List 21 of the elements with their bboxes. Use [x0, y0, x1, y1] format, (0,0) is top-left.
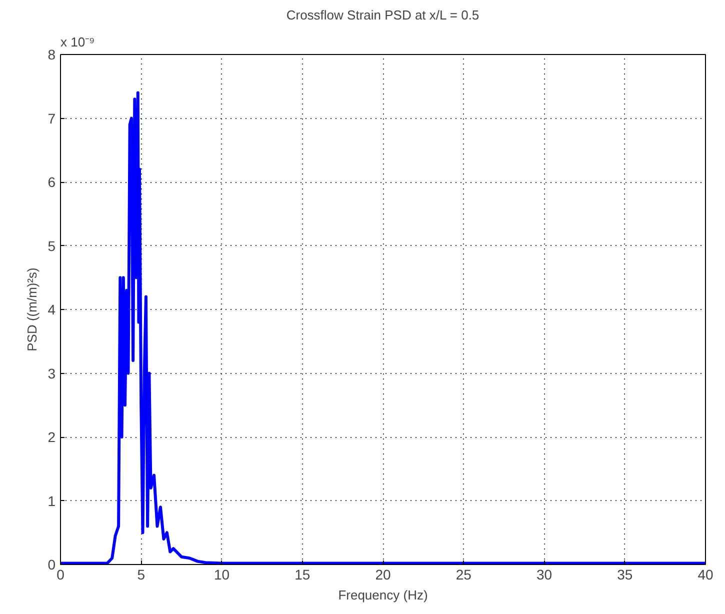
- y-tick-label: 4: [48, 302, 56, 318]
- x-tick-label: 30: [536, 566, 552, 582]
- y-tick-label: 5: [48, 238, 56, 254]
- y-tick-label: 3: [48, 365, 56, 382]
- y-tick-label: 2: [48, 429, 56, 445]
- x-tick-label: 20: [375, 566, 391, 582]
- y-tick-label: 1: [48, 492, 56, 509]
- chart-title: Crossflow Strain PSD at x/L = 0.5: [286, 8, 480, 22]
- x-tick-label: 10: [214, 566, 230, 582]
- y-tick-label: 6: [48, 174, 56, 190]
- x-tick-label: 5: [137, 566, 146, 582]
- y-tick-label: 8: [48, 46, 56, 62]
- text: x 10⁻⁹: [60, 34, 95, 50]
- x-axis-title: Frequency (Hz): [338, 588, 428, 602]
- x-tick-label: 15: [294, 566, 310, 582]
- x-tick-label: 35: [617, 566, 633, 582]
- x-tick-label: 40: [698, 566, 714, 582]
- y-tick-label: 0: [48, 556, 56, 572]
- y-tick-label: 7: [48, 110, 56, 126]
- x-tick-label: 25: [456, 566, 472, 582]
- y-axis-title: PSD ((m/m)²s): [24, 268, 40, 352]
